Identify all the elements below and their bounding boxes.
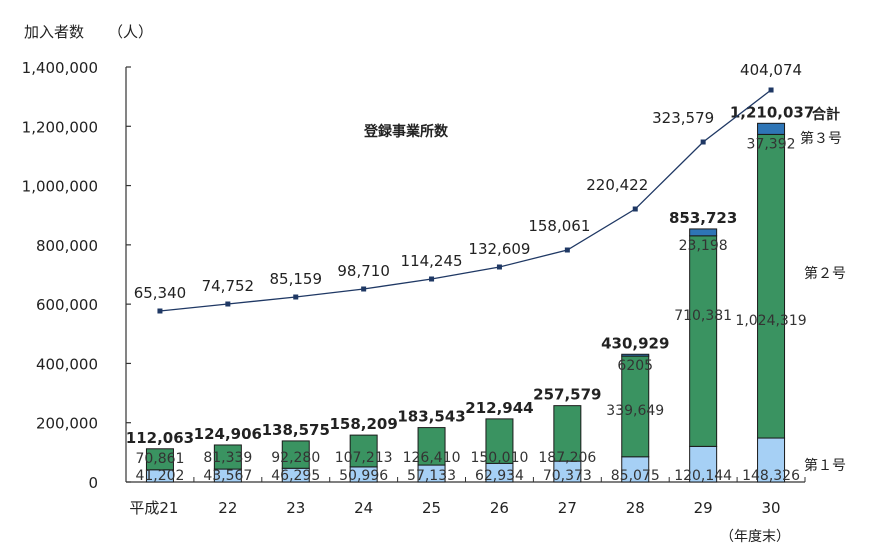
line-marker <box>564 247 570 253</box>
bar-segment <box>621 353 650 357</box>
series-1-label: 46,295 <box>271 468 320 484</box>
y-tick-label: 600,000 <box>36 296 98 314</box>
series-1-label: 148,326 <box>742 468 800 484</box>
series-1-label: 41,202 <box>135 468 184 484</box>
line-series-label: 登録事業所数 <box>364 124 448 140</box>
series-1-label: 70,373 <box>543 468 592 484</box>
bar-segment <box>553 405 582 462</box>
series-1-label: 57,133 <box>407 468 456 484</box>
x-category-label: 25 <box>422 499 441 517</box>
bar-segment <box>621 355 650 458</box>
x-category-label: 28 <box>626 499 645 517</box>
line-value-label: 158,061 <box>528 217 590 235</box>
line-value-label: 98,710 <box>337 262 390 280</box>
total-label: 124,906 <box>194 425 262 443</box>
series-2-label: 150,010 <box>470 450 528 466</box>
y-tick-label: 1,400,000 <box>22 59 98 77</box>
x-category-label: 26 <box>490 499 509 517</box>
x-axis-unit: （年度末） <box>720 529 790 545</box>
bar-segment <box>757 122 786 135</box>
series-3-label: 23,198 <box>679 238 728 254</box>
line-value-label: 132,609 <box>468 240 530 258</box>
series-2-label: 81,339 <box>203 450 252 466</box>
line-value-label: 85,159 <box>270 270 323 288</box>
series-2-label: 339,649 <box>606 403 664 419</box>
line-marker <box>225 301 231 307</box>
bar-segment <box>213 444 242 470</box>
y-tick-label: 200,000 <box>36 415 98 433</box>
x-category-label: 22 <box>218 499 237 517</box>
line-marker <box>496 264 502 270</box>
line-marker <box>293 294 299 300</box>
y-axis-title: 加入者数 <box>24 23 85 41</box>
x-category-label: 24 <box>354 499 373 517</box>
total-label: 158,209 <box>329 415 397 433</box>
series-2-label: 92,280 <box>271 450 320 466</box>
legend-series-1: 第１号 <box>804 458 846 474</box>
line-value-label: 404,074 <box>740 61 802 79</box>
bar-segment <box>281 440 310 469</box>
total-label: 430,929 <box>601 334 669 352</box>
series-2-label: 107,213 <box>335 450 393 466</box>
legend-total: 合計 <box>812 107 840 123</box>
bar-segment <box>485 418 514 464</box>
series-1-label: 50,996 <box>339 468 388 484</box>
series-1-label: 85,075 <box>611 468 660 484</box>
line-marker <box>157 308 163 314</box>
line-marker <box>361 286 367 292</box>
total-label: 853,723 <box>669 209 737 227</box>
series-2-label: 1,024,319 <box>735 313 806 329</box>
line-marker <box>632 206 638 212</box>
total-label: 138,575 <box>262 421 330 439</box>
series-2-label: 710,381 <box>674 308 732 324</box>
y-tick-label: 1,000,000 <box>22 178 98 196</box>
x-category-label: 30 <box>762 499 781 517</box>
line-marker <box>700 139 706 145</box>
bar-segment <box>757 133 786 439</box>
y-tick-label: 0 <box>88 474 98 492</box>
line-marker <box>768 87 774 93</box>
line-value-label: 323,579 <box>652 109 714 127</box>
line-value-label: 65,340 <box>134 284 187 302</box>
total-label: 212,944 <box>465 399 533 417</box>
series-1-label: 62,934 <box>475 468 524 484</box>
bar-segment <box>689 228 718 237</box>
bar-segment <box>417 427 446 466</box>
line-value-label: 220,422 <box>586 176 648 194</box>
y-tick-label: 800,000 <box>36 237 98 255</box>
bar-segment <box>757 437 786 483</box>
total-label: 257,579 <box>533 386 601 404</box>
x-category-label: 29 <box>694 499 713 517</box>
line-marker <box>429 276 435 282</box>
bar-segment <box>689 445 718 483</box>
total-label: 183,543 <box>397 408 465 426</box>
series-1-label: 120,144 <box>674 468 732 484</box>
y-tick-label: 1,200,000 <box>22 118 98 136</box>
series-2-label: 70,861 <box>135 451 184 467</box>
x-category-label: 平成21 <box>129 499 178 517</box>
legend-series-3: 第３号 <box>800 131 842 147</box>
total-label: 112,063 <box>126 429 194 447</box>
line-value-label: 74,752 <box>202 277 255 295</box>
series-2-label: 187,206 <box>538 450 596 466</box>
series-1-label: 43,567 <box>203 468 252 484</box>
bar-segment <box>349 434 378 468</box>
x-category-label: 27 <box>558 499 577 517</box>
series-3-label: 6205 <box>617 358 653 374</box>
y-tick-label: 400,000 <box>36 355 98 373</box>
bar-segment <box>145 448 174 471</box>
series-3-label: 37,392 <box>747 136 796 152</box>
series-2-label: 126,410 <box>403 450 461 466</box>
legend-series-2: 第２号 <box>804 266 846 282</box>
line-series-path <box>159 89 772 312</box>
line-value-label: 114,245 <box>401 252 463 270</box>
bar-segment <box>689 235 718 447</box>
total-label: 1,210,037 <box>730 103 814 121</box>
bar-segment <box>621 456 650 483</box>
x-category-label: 23 <box>286 499 305 517</box>
y-axis-unit: （人） <box>108 23 154 41</box>
